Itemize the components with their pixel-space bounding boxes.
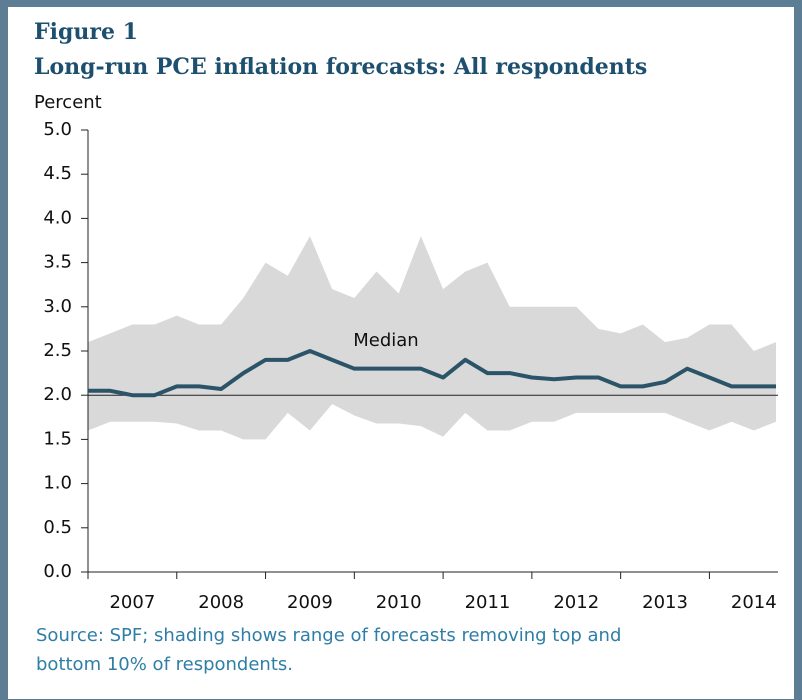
x-tick-label: 2008: [198, 592, 244, 613]
y-tick-label: 0.0: [43, 561, 72, 582]
x-tick-label: 2010: [376, 592, 422, 613]
median-line: [88, 349, 776, 398]
source-line: bottom 10% of respondents.: [36, 654, 293, 675]
x-tick-label: 2014: [731, 592, 777, 613]
chart-title: Long-run PCE inflation forecasts: All re…: [34, 54, 647, 80]
figure-label: Figure 1: [34, 19, 138, 45]
y-tick-label: 1.0: [43, 473, 72, 494]
y-tick-label: 2.5: [43, 340, 72, 361]
x-tick-label: 2009: [287, 592, 333, 613]
y-tick-label: 2.0: [43, 384, 72, 405]
y-tick-label: 4.5: [43, 163, 72, 184]
x-tick-label: 2012: [553, 592, 599, 613]
source-line: Source: SPF; shading shows range of fore…: [36, 625, 621, 646]
x-tick-label: 2007: [109, 592, 155, 613]
annotation: Median: [353, 330, 418, 351]
y-tick-label: 0.5: [43, 517, 72, 538]
y-tick-label: 1.5: [43, 428, 72, 449]
source: Source: SPF; shading shows range of fore…: [36, 625, 621, 675]
y-tick-label: 3.5: [43, 252, 72, 273]
forecast-range: [88, 236, 776, 440]
y-tick-label: 3.0: [43, 296, 72, 317]
y-tick-label: 5.0: [43, 119, 72, 140]
x-tick-label: 2013: [642, 592, 688, 613]
y-tick-label: 4.0: [43, 207, 72, 228]
x-tick-label: 2011: [465, 592, 511, 613]
y-axis-label: Percent: [34, 92, 102, 113]
